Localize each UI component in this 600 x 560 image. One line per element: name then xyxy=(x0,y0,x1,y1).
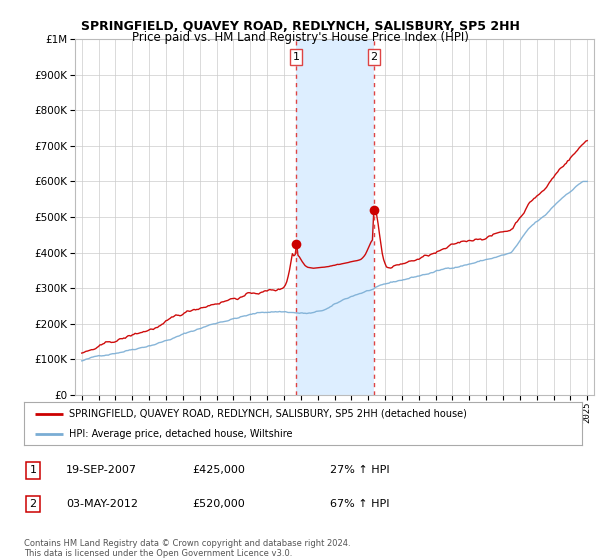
Text: 2: 2 xyxy=(371,52,377,62)
Text: £425,000: £425,000 xyxy=(192,465,245,475)
Text: 27% ↑ HPI: 27% ↑ HPI xyxy=(330,465,389,475)
Text: Contains HM Land Registry data © Crown copyright and database right 2024.
This d: Contains HM Land Registry data © Crown c… xyxy=(24,539,350,558)
Bar xyxy=(296,39,374,395)
Text: 19-SEP-2007: 19-SEP-2007 xyxy=(66,465,137,475)
Text: 03-MAY-2012: 03-MAY-2012 xyxy=(66,499,138,509)
Text: SPRINGFIELD, QUAVEY ROAD, REDLYNCH, SALISBURY, SP5 2HH: SPRINGFIELD, QUAVEY ROAD, REDLYNCH, SALI… xyxy=(80,20,520,32)
Text: HPI: Average price, detached house, Wiltshire: HPI: Average price, detached house, Wilt… xyxy=(68,430,292,439)
Text: 1: 1 xyxy=(29,465,37,475)
Text: 1: 1 xyxy=(293,52,299,62)
Text: 67% ↑ HPI: 67% ↑ HPI xyxy=(330,499,389,509)
Text: Price paid vs. HM Land Registry's House Price Index (HPI): Price paid vs. HM Land Registry's House … xyxy=(131,31,469,44)
Text: SPRINGFIELD, QUAVEY ROAD, REDLYNCH, SALISBURY, SP5 2HH (detached house): SPRINGFIELD, QUAVEY ROAD, REDLYNCH, SALI… xyxy=(68,409,467,419)
Text: £520,000: £520,000 xyxy=(192,499,245,509)
Text: 2: 2 xyxy=(29,499,37,509)
